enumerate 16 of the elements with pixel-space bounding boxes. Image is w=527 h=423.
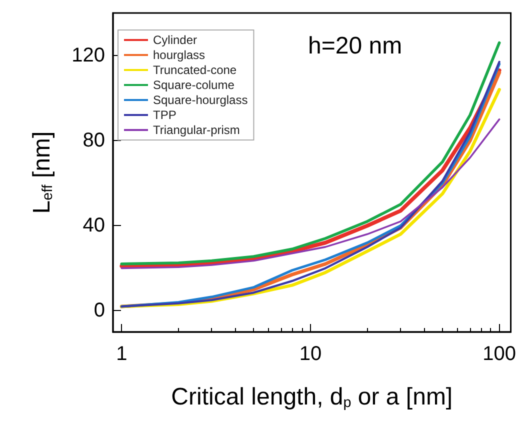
x-tick-label: 1 <box>116 343 128 365</box>
y-tick-label: 80 <box>82 130 105 152</box>
legend-label: hourglass <box>153 48 206 62</box>
y-tick-label: 40 <box>82 214 105 237</box>
legend-label: Truncated-cone <box>153 63 237 77</box>
x-tick-label: 100 <box>482 343 516 365</box>
y-tick-label: 120 <box>72 44 105 67</box>
legend-label: Square-hourglass <box>153 93 248 107</box>
legend-label: Triangular-prism <box>153 123 240 137</box>
legend-label: TPP <box>153 108 176 122</box>
y-axis-title: Leff [nm] <box>28 131 56 214</box>
x-tick-label: 10 <box>299 343 322 365</box>
legend-label: Cylinder <box>153 33 198 47</box>
legend-label: Square-colume <box>153 78 235 92</box>
annotation: h=20 nm <box>308 32 402 60</box>
y-tick-label: 0 <box>94 300 105 322</box>
